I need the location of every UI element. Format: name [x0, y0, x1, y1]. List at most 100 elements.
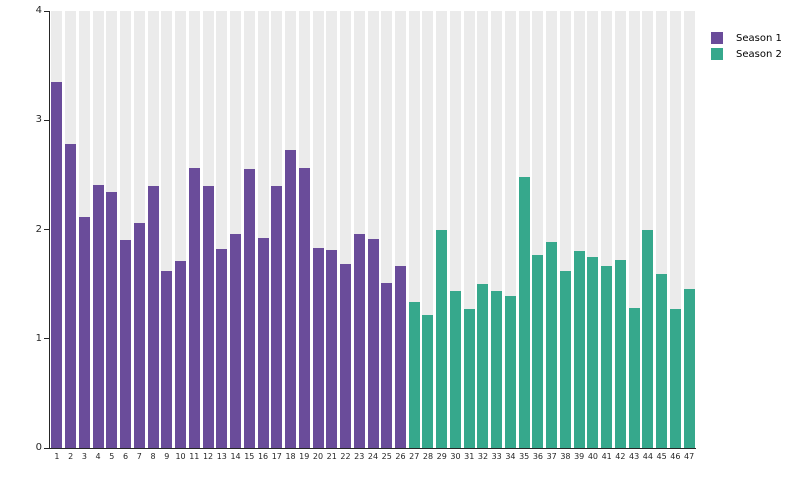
category-band — [422, 11, 434, 448]
bar-season-2-x28 — [422, 314, 434, 448]
bar-season-1-x5 — [106, 192, 118, 448]
x-tick-label: 3 — [81, 452, 87, 461]
bar-season-1-x6 — [120, 240, 132, 448]
bar-season-1-x7 — [133, 222, 145, 448]
bar-season-1-x25 — [381, 283, 393, 448]
bar-season-2-x32 — [477, 284, 489, 448]
bar-season-2-x37 — [546, 241, 558, 448]
legend-label: Season 2 — [736, 48, 782, 60]
bar-season-1-x11 — [188, 168, 200, 448]
category-band — [120, 11, 132, 448]
bar-season-1-x24 — [367, 239, 379, 448]
x-tick-label: 19 — [299, 452, 310, 461]
bar-season-2-x30 — [449, 290, 461, 448]
x-tick-label: 37 — [546, 452, 557, 461]
x-tick-label: 40 — [587, 452, 598, 461]
x-tick-label: 26 — [395, 452, 406, 461]
bar-season-2-x43 — [628, 308, 640, 448]
y-tick-label: 4 — [35, 5, 42, 16]
x-tick-label: 33 — [491, 452, 502, 461]
bar-season-1-x14 — [230, 233, 242, 448]
bar-season-1-x15 — [243, 169, 255, 448]
category-band — [408, 11, 420, 448]
x-tick-label: 28 — [422, 452, 434, 461]
category-band — [326, 11, 338, 448]
plot-area — [50, 11, 696, 448]
category-band — [340, 11, 351, 448]
category-band — [601, 11, 613, 448]
x-tick-label: 14 — [230, 452, 241, 461]
x-tick-label: 44 — [642, 452, 653, 461]
bar-season-1-x3 — [78, 217, 90, 448]
category-band — [477, 11, 489, 448]
category-band — [381, 11, 393, 448]
y-tick-mark — [44, 338, 50, 340]
x-tick-label: 9 — [164, 452, 170, 461]
x-tick-label: 27 — [409, 452, 420, 461]
y-tick-mark — [44, 229, 50, 230]
x-tick-label: 16 — [257, 452, 269, 461]
bar-season-2-x44 — [642, 229, 654, 448]
bar-season-2-x40 — [587, 256, 599, 448]
category-band — [312, 11, 324, 448]
bar-season-1-x16 — [257, 238, 269, 448]
bar-season-2-x27 — [408, 301, 420, 448]
y-tick-label: 3 — [35, 114, 42, 126]
x-tick-label: 24 — [367, 452, 379, 461]
x-tick-label: 23 — [354, 452, 365, 461]
category-band — [546, 11, 558, 448]
x-tick-label: 25 — [381, 452, 392, 461]
category-band — [628, 11, 640, 448]
category-band — [175, 11, 187, 448]
x-tick-label: 18 — [285, 452, 296, 461]
x-tick-label: 11 — [189, 452, 200, 461]
x-tick-label: 39 — [574, 452, 585, 461]
bar-season-1-x17 — [271, 185, 283, 448]
category-band — [532, 11, 544, 448]
category-band — [656, 11, 668, 448]
x-tick-label: 5 — [109, 452, 115, 461]
legend-swatch-season-1-icon — [711, 32, 723, 44]
x-tick-label: 30 — [450, 452, 461, 461]
category-band — [491, 11, 503, 448]
category-band — [257, 11, 269, 448]
x-tick-label: 10 — [175, 452, 186, 461]
x-tick-label: 13 — [216, 452, 227, 461]
category-band — [161, 11, 173, 448]
y-axis-line — [49, 11, 50, 449]
category-band — [504, 11, 516, 448]
bar-season-1-x26 — [394, 265, 406, 448]
category-band — [587, 11, 599, 448]
legend-swatch-season-2-icon — [711, 48, 723, 60]
x-tick-label: 34 — [505, 452, 516, 461]
x-tick-label: 2 — [68, 452, 74, 461]
category-band — [216, 11, 228, 448]
category-band — [683, 11, 695, 448]
y-tick-label: 1 — [35, 332, 42, 344]
bar-season-1-x23 — [353, 233, 365, 448]
category-band — [449, 11, 461, 448]
x-axis-line — [49, 448, 696, 449]
x-tick-label: 47 — [684, 452, 695, 461]
bar-season-1-x18 — [285, 149, 297, 448]
y-tick-label: 2 — [35, 223, 42, 235]
bar-season-2-x46 — [669, 309, 681, 448]
bar-season-1-x20 — [312, 248, 324, 448]
y-tick-mark — [44, 447, 50, 449]
bar-season-1-x4 — [92, 184, 104, 448]
x-tick-label: 31 — [464, 452, 475, 461]
legend-label: Season 1 — [736, 32, 782, 44]
x-tick-label: 46 — [670, 452, 681, 461]
x-tick-label: 32 — [477, 452, 489, 461]
bar-season-1-x9 — [161, 271, 173, 448]
bar-season-1-x10 — [175, 261, 187, 448]
bar-season-2-x47 — [683, 288, 695, 448]
bar-season-1-x12 — [202, 185, 214, 448]
legend-item-season-1: Season 1 — [711, 32, 782, 44]
x-tick-label: 45 — [656, 452, 667, 461]
x-tick-label: 29 — [436, 452, 447, 461]
category-band — [367, 11, 379, 448]
category-band — [559, 11, 571, 448]
bar-season-1-x22 — [340, 264, 351, 448]
